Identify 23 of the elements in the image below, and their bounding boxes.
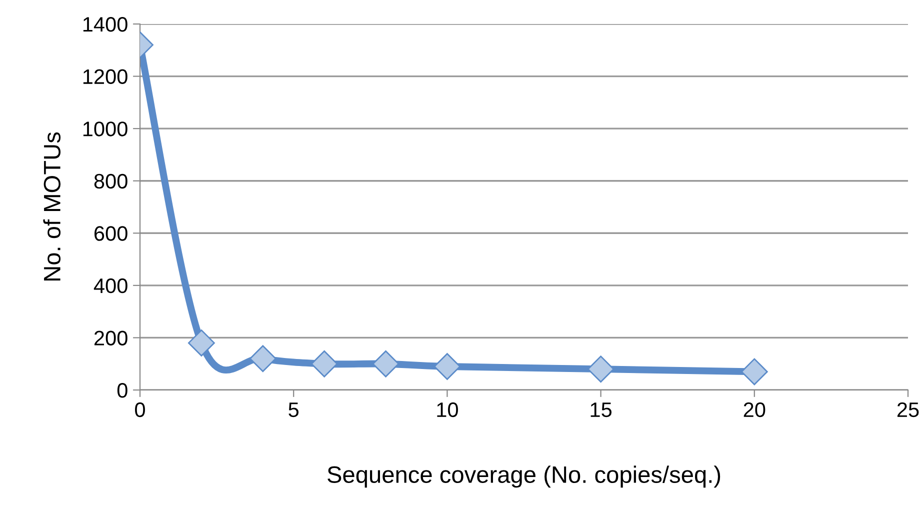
x-tick-label: 5 [288,402,299,418]
point [434,353,461,380]
point [587,356,614,383]
point [372,350,400,378]
y-axis-title: No. of MOTUs [43,132,61,280]
point [740,358,768,386]
y-tick-label: 800 [94,174,128,189]
x-tick-label: 0 [135,402,145,418]
x-axis-title: Sequence coverage (No. copies/seq.) [328,466,720,488]
y-tick-label: 600 [94,226,128,241]
x-tick-label: 15 [590,402,612,418]
y-tick-label: 1200 [83,69,128,84]
x-tick-label: 10 [437,402,458,418]
y-tick-label: 400 [94,278,128,294]
y-tick-label: 200 [94,330,128,346]
x-tick-label: 20 [744,402,766,418]
y-tick-label: 1400 [83,17,128,32]
y-tick-label: 0 [117,383,128,398]
point [249,345,276,372]
x-tick-label: 25 [897,402,919,418]
y-tick-label: 1000 [83,122,128,136]
point [310,350,338,378]
point [188,329,215,356]
